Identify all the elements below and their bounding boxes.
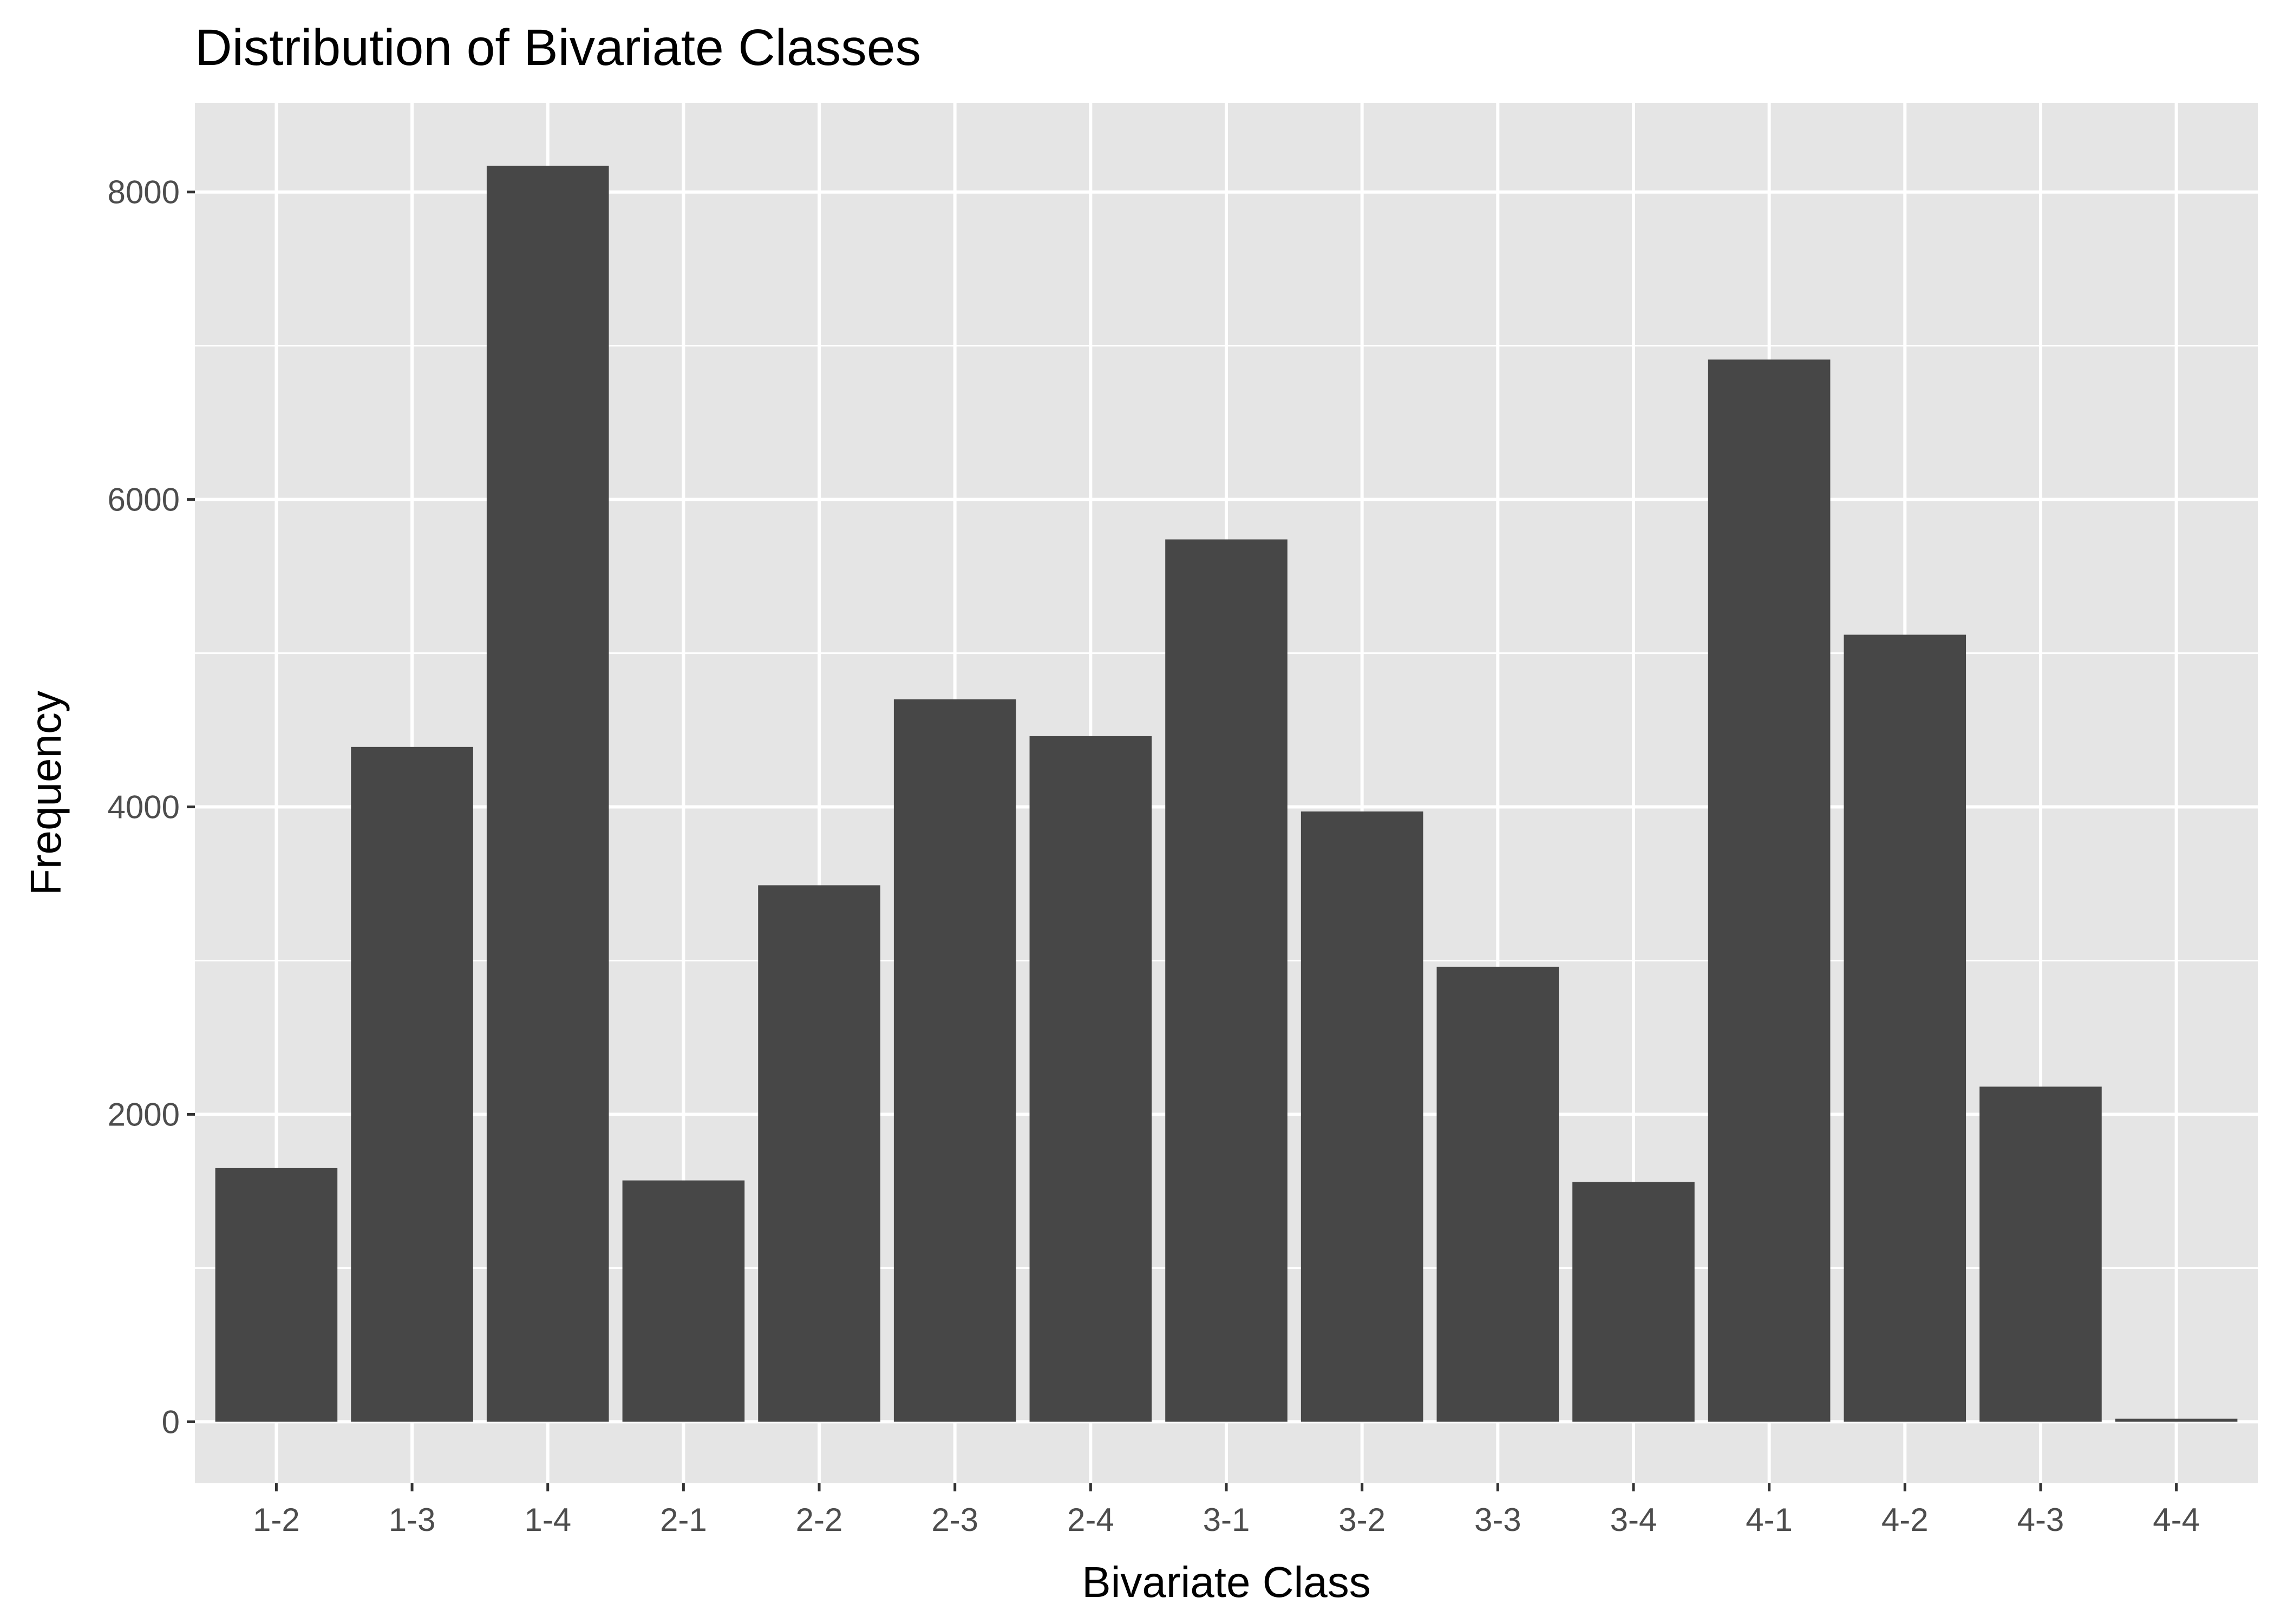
x-tick-label: 4-1	[1746, 1502, 1793, 1538]
x-tick-label: 1-3	[389, 1502, 436, 1538]
bar-3-1	[1165, 539, 1288, 1422]
x-tick-label: 3-4	[1610, 1502, 1657, 1538]
bar-4-3	[1979, 1086, 2102, 1422]
y-axis: 0 2000 4000 6000 8000	[108, 174, 195, 1440]
x-tick-label: 2-1	[660, 1502, 707, 1538]
bar-4-1	[1708, 359, 1831, 1422]
x-tick-label: 3-3	[1474, 1502, 1521, 1538]
bar-2-3	[893, 699, 1016, 1422]
bar-1-4	[486, 166, 609, 1422]
bar-1-3	[351, 746, 473, 1422]
y-tick-label: 2000	[108, 1096, 180, 1132]
x-tick-label: 2-2	[796, 1502, 843, 1538]
bar-1-2	[215, 1168, 338, 1422]
x-tick-label: 2-3	[931, 1502, 978, 1538]
bar-3-4	[1572, 1182, 1695, 1422]
y-tick-label: 8000	[108, 174, 180, 211]
x-axis: 1-2 1-3 1-4 2-1 2-2 2-3 2-4 3-1 3-2 3-3 3-4 4-1 4-2 4…	[253, 1483, 2200, 1538]
x-tick-label: 4-4	[2153, 1502, 2200, 1538]
y-tick-label: 4000	[108, 789, 180, 826]
x-axis-title: Bivariate Class	[1082, 1558, 1371, 1606]
bars	[215, 166, 2238, 1422]
y-axis-title: Frequency	[22, 691, 70, 895]
x-tick-label: 4-3	[2017, 1502, 2064, 1538]
x-tick-label: 1-2	[253, 1502, 300, 1538]
x-tick-label: 4-2	[1881, 1502, 1929, 1538]
x-tick-label: 2-4	[1067, 1502, 1114, 1538]
bar-2-1	[622, 1180, 745, 1422]
bar-4-2	[1844, 634, 1966, 1422]
x-tick-label: 1-4	[524, 1502, 571, 1538]
chart-title: Distribution of Bivariate Classes	[195, 19, 921, 76]
bar-3-3	[1436, 966, 1559, 1422]
y-tick-label: 0	[162, 1404, 180, 1440]
bar-3-2	[1301, 811, 1423, 1422]
y-tick-label: 6000	[108, 482, 180, 518]
x-tick-label: 3-2	[1338, 1502, 1386, 1538]
bar-4-4	[2115, 1418, 2238, 1422]
bar-2-4	[1029, 736, 1152, 1422]
bar-2-2	[758, 885, 880, 1422]
x-tick-label: 3-1	[1203, 1502, 1250, 1538]
